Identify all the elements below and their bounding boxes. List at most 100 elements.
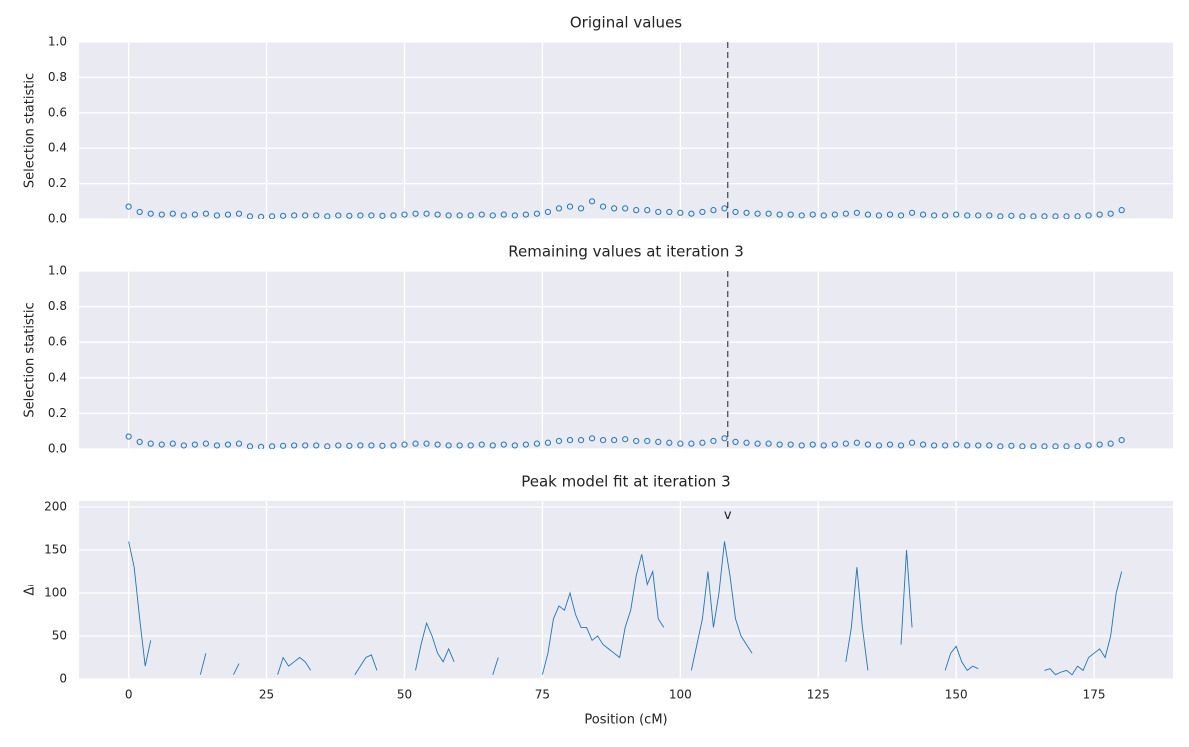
y-tick-label: 1.0 [48, 264, 67, 278]
point [787, 211, 794, 218]
point [268, 443, 276, 449]
x-tick-label: 125 [807, 688, 830, 702]
point [489, 212, 496, 219]
panel-title: Peak model fit at iteration 3 [521, 473, 730, 491]
point [611, 205, 618, 212]
point [302, 212, 309, 219]
point [842, 440, 849, 447]
y-axis-label: Selection statistic [23, 302, 38, 417]
point [357, 442, 364, 449]
point [765, 440, 772, 447]
y-tick-label: 0.0 [48, 212, 67, 226]
x-tick-label: 0 [125, 688, 133, 702]
point [158, 211, 165, 218]
point [213, 212, 221, 219]
point [964, 442, 971, 449]
point [379, 212, 386, 219]
point [986, 442, 993, 449]
point [655, 438, 662, 445]
point [257, 443, 265, 449]
point [202, 440, 209, 447]
point [533, 210, 541, 217]
point [1063, 443, 1070, 449]
point [655, 208, 662, 216]
point [125, 433, 132, 440]
point [710, 207, 717, 214]
point [566, 437, 574, 444]
y-axis-label: Selection statistic [23, 73, 38, 188]
point [809, 441, 816, 448]
point [1041, 213, 1048, 219]
point [577, 437, 585, 444]
point [699, 439, 706, 446]
point [1008, 442, 1015, 449]
point [820, 212, 827, 219]
point [964, 212, 971, 219]
point [820, 442, 827, 449]
point [633, 207, 640, 214]
point [1107, 210, 1114, 217]
point [412, 440, 419, 447]
point [1030, 213, 1037, 219]
point [831, 441, 838, 448]
point [1052, 213, 1059, 219]
point [1118, 437, 1125, 444]
x-tick-label: 25 [259, 688, 274, 702]
point [600, 203, 607, 210]
point [313, 442, 320, 449]
point [456, 212, 463, 219]
point [434, 211, 441, 218]
point [986, 212, 993, 219]
point [809, 211, 816, 218]
y-tick-label: 150 [44, 543, 67, 557]
point [853, 209, 860, 216]
point [180, 212, 187, 219]
point [346, 212, 353, 219]
point [291, 212, 298, 219]
point [842, 210, 849, 217]
point [246, 443, 254, 449]
point [588, 198, 596, 205]
point [743, 209, 750, 216]
point [158, 441, 165, 448]
point [853, 439, 860, 446]
point [1074, 213, 1081, 219]
point [368, 442, 375, 449]
x-tick-label: 75 [535, 688, 550, 702]
point [721, 435, 728, 442]
point [511, 212, 518, 219]
point [953, 441, 960, 448]
point [202, 210, 209, 217]
point [997, 213, 1004, 219]
point [401, 211, 408, 218]
point [710, 437, 717, 445]
point [335, 442, 342, 449]
point [919, 441, 927, 448]
panel-title: Remaining values at iteration 3 [508, 243, 744, 261]
point [191, 441, 198, 448]
point [478, 441, 485, 448]
point [666, 208, 673, 216]
point [191, 211, 198, 218]
point [147, 440, 154, 447]
line [845, 567, 869, 671]
series [125, 433, 1125, 449]
point [1052, 443, 1059, 449]
point [136, 438, 143, 445]
line [233, 663, 240, 675]
point [688, 440, 695, 447]
y-tick-label: 0.0 [48, 442, 67, 456]
line [944, 645, 979, 672]
series [125, 198, 1125, 219]
point [1019, 443, 1026, 449]
point [908, 209, 916, 216]
point [732, 438, 739, 445]
point [754, 440, 761, 447]
line [199, 653, 207, 675]
point [302, 442, 309, 449]
point [765, 210, 772, 217]
point [1107, 440, 1114, 447]
point [975, 442, 982, 449]
point [776, 211, 783, 218]
point [997, 443, 1004, 449]
